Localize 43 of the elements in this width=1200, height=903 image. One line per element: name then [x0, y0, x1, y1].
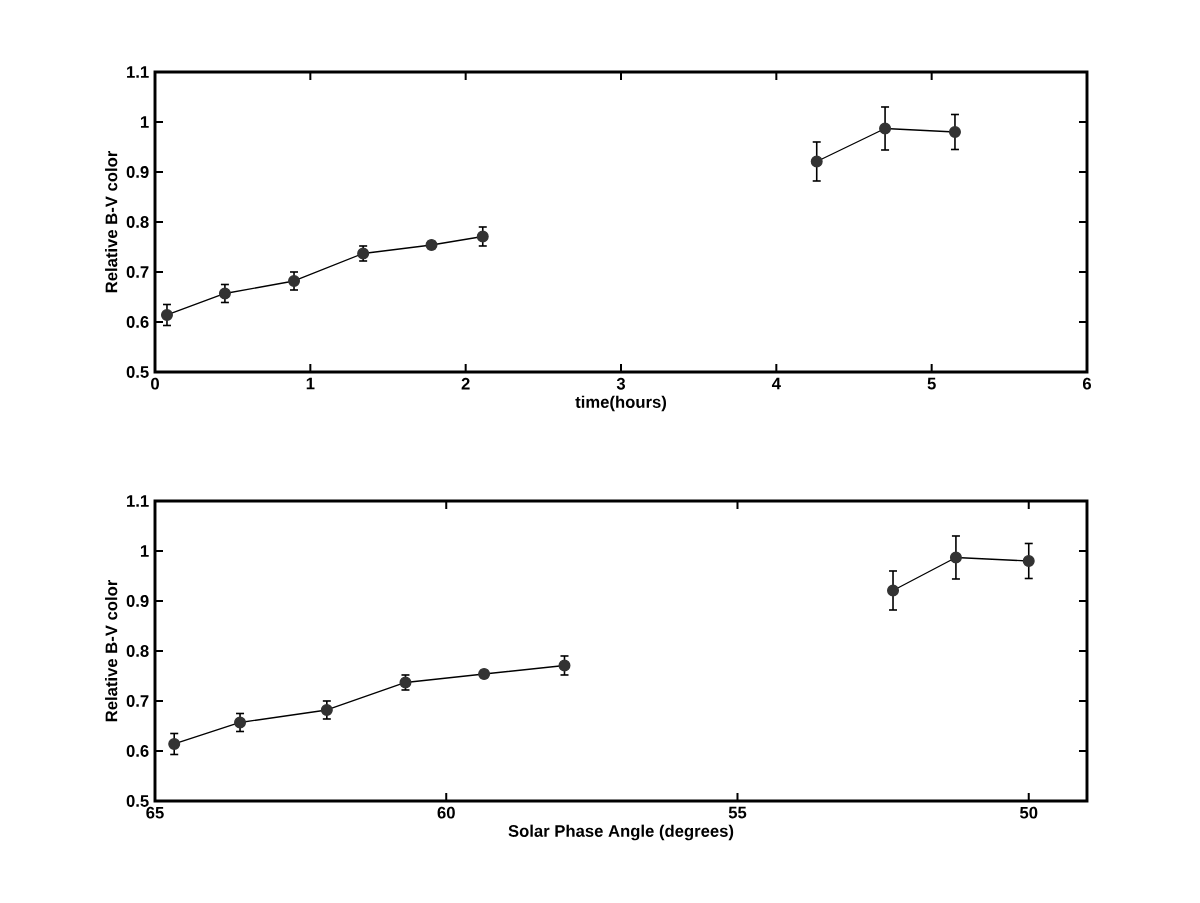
y-tick-label: 1.1	[127, 495, 149, 507]
x-tick-label: 55	[728, 806, 747, 819]
y-tick-label: 0.8	[126, 216, 149, 228]
x-axis-title: time(hours)	[575, 395, 667, 412]
y-tick-label: 1.1	[127, 66, 149, 78]
x-tick-label: 65	[146, 806, 164, 819]
point	[879, 122, 892, 135]
x-tick-label: 4	[771, 377, 781, 390]
y-tick-label: 0.6	[126, 316, 149, 328]
point	[234, 716, 247, 729]
point	[288, 274, 301, 287]
point	[320, 703, 333, 716]
y-tick-label: 1	[140, 545, 149, 557]
y-tick-label: 0.7	[126, 695, 149, 707]
point	[476, 230, 489, 243]
point	[949, 551, 962, 564]
y-tick-label: 0.9	[126, 595, 149, 607]
y-axis-title: Relative B-V color	[105, 150, 118, 293]
x-axis-title: Solar Phase Angle (degrees)	[508, 824, 734, 841]
x-tick-label: 5	[927, 377, 936, 390]
y-axis-title: Relative B-V color	[105, 579, 118, 722]
y-tick-label: 0.5	[126, 795, 149, 807]
x-tick-label: 3	[616, 377, 626, 390]
x-tick-label: 2	[461, 377, 470, 390]
point	[948, 125, 961, 138]
x-tick-label: 50	[1019, 806, 1038, 819]
x-tick-label: 1	[306, 377, 315, 390]
point	[887, 584, 900, 597]
point	[168, 737, 181, 750]
point	[160, 308, 173, 321]
y-tick-label: 0.9	[126, 166, 149, 178]
x-tick-label: 6	[1082, 377, 1092, 390]
point	[1022, 554, 1035, 567]
point	[558, 659, 571, 672]
point	[810, 155, 823, 168]
y-tick-label: 0.7	[126, 266, 149, 278]
x-tick-label: 60	[437, 806, 455, 819]
y-tick-label: 0.6	[126, 745, 149, 757]
y-tick-label: 1	[140, 116, 149, 128]
y-tick-label: 0.5	[126, 366, 149, 378]
point	[218, 287, 231, 300]
y-tick-label: 0.8	[126, 645, 149, 657]
x-tick-label: 0	[151, 377, 159, 390]
